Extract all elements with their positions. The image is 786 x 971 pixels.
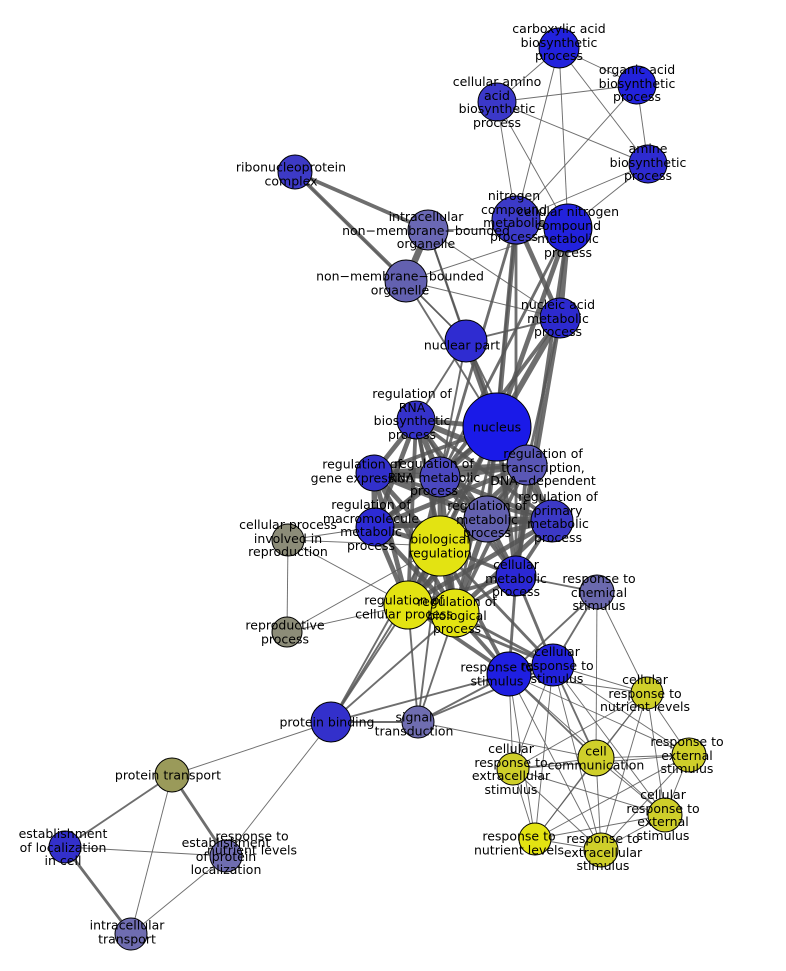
network-edge: [515, 84, 638, 221]
network-node[interactable]: [277, 154, 313, 190]
network-node[interactable]: [383, 580, 433, 630]
network-edge: [225, 721, 332, 857]
network-node[interactable]: [355, 454, 393, 492]
network-edge: [294, 170, 429, 232]
network-edge: [330, 612, 456, 723]
network-edge: [508, 673, 648, 694]
network-edge: [558, 47, 569, 229]
network-edge: [64, 846, 227, 857]
network-node[interactable]: [577, 739, 615, 777]
network-edge: [596, 591, 648, 694]
network-node[interactable]: [617, 65, 657, 105]
network-node[interactable]: [579, 574, 615, 610]
network-node[interactable]: [477, 82, 517, 122]
network-node[interactable]: [518, 822, 552, 856]
network-node[interactable]: [583, 832, 619, 868]
network-edge: [496, 101, 649, 165]
network-edge: [534, 664, 554, 840]
network-node[interactable]: [419, 456, 461, 498]
network-edge: [508, 673, 602, 851]
network-edge: [494, 227, 571, 428]
network-edge: [552, 664, 666, 816]
network-node[interactable]: [271, 523, 305, 557]
network-edge: [558, 47, 649, 165]
network-node[interactable]: [538, 27, 580, 69]
network-node[interactable]: [401, 705, 435, 739]
node-layer: [48, 27, 707, 951]
network-edge: [171, 721, 332, 776]
network-edge: [330, 426, 498, 723]
network-edge: [405, 227, 569, 282]
network-edge: [496, 84, 638, 103]
network-node[interactable]: [444, 319, 488, 363]
network-node[interactable]: [628, 144, 668, 184]
network-node[interactable]: [310, 701, 352, 743]
network-edge: [439, 340, 467, 478]
network-node[interactable]: [496, 752, 530, 786]
network-edge: [130, 774, 173, 935]
network-node[interactable]: [506, 444, 548, 486]
network-node[interactable]: [407, 209, 449, 251]
network-edge: [508, 673, 690, 756]
network-node[interactable]: [543, 203, 593, 253]
network-edge: [417, 721, 597, 759]
network-edge: [512, 768, 666, 816]
network-node[interactable]: [486, 651, 532, 697]
network-edge: [600, 754, 690, 851]
network-node[interactable]: [384, 259, 428, 303]
network-edge: [534, 754, 690, 840]
network-node[interactable]: [539, 297, 581, 339]
network-edge: [552, 664, 602, 851]
network-node[interactable]: [530, 499, 574, 543]
network-node[interactable]: [114, 917, 148, 951]
network-node[interactable]: [463, 495, 511, 543]
network-edge: [514, 317, 562, 577]
network-edge: [427, 229, 561, 319]
network-edge: [373, 471, 553, 523]
network-node[interactable]: [154, 757, 190, 793]
network-edge: [595, 591, 598, 759]
network-node[interactable]: [462, 392, 532, 462]
network-edge: [534, 814, 666, 840]
network-edge: [600, 692, 648, 851]
network-node[interactable]: [647, 797, 683, 833]
network-edge: [515, 47, 560, 221]
network-node[interactable]: [531, 643, 575, 687]
network-edge: [512, 692, 648, 770]
network-edge: [63, 846, 133, 935]
network-node[interactable]: [671, 737, 707, 773]
network-node[interactable]: [491, 195, 541, 245]
network-node[interactable]: [396, 400, 436, 440]
network-edge: [552, 664, 690, 756]
network-edge: [130, 855, 227, 935]
network-node[interactable]: [430, 588, 480, 638]
network-edge: [330, 673, 510, 723]
network-edge: [64, 774, 173, 848]
network-edge: [646, 692, 666, 816]
network-edge: [512, 768, 602, 851]
network-node[interactable]: [209, 839, 243, 873]
network-edge: [330, 545, 441, 723]
network-node[interactable]: [409, 515, 471, 577]
network-node[interactable]: [48, 830, 82, 864]
network-edge: [525, 317, 562, 466]
network-node[interactable]: [630, 676, 664, 710]
network-node[interactable]: [355, 507, 395, 547]
network-edge: [405, 280, 561, 319]
network-node[interactable]: [495, 555, 537, 597]
network-node[interactable]: [271, 616, 303, 648]
